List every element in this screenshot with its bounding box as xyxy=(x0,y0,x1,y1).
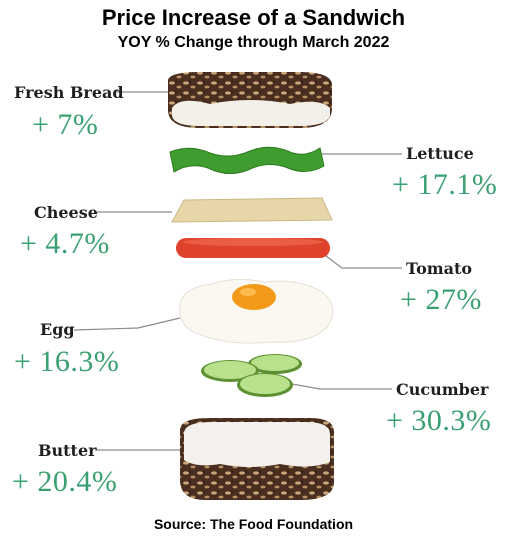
change-egg: + 16.3% xyxy=(14,345,120,378)
change-butter: + 20.4% xyxy=(12,465,118,498)
source-note: Source: The Food Foundation xyxy=(153,516,354,532)
lettuce-leaf xyxy=(169,146,325,174)
change-cucumber: + 30.3% xyxy=(386,404,492,437)
tomato-slice xyxy=(176,238,330,258)
label-butter: Butter xyxy=(38,441,97,460)
change-lettuce: + 17.1% xyxy=(392,168,498,201)
chart-title: Price Increase of a Sandwich xyxy=(101,5,406,30)
label-lettuce: Lettuce xyxy=(406,144,474,163)
buttered-bread-slice xyxy=(180,418,334,500)
cheese-slice xyxy=(171,197,333,223)
leader-egg xyxy=(73,317,181,331)
leader-tomato xyxy=(321,252,402,269)
change-tomato: + 27% xyxy=(400,283,482,316)
label-tomato: Tomato xyxy=(406,259,473,278)
label-cucumber: Cucumber xyxy=(396,380,489,399)
cucumber-slices xyxy=(201,354,302,397)
leader-cucumber xyxy=(291,383,392,390)
label-egg: Egg xyxy=(40,320,75,339)
fried-egg xyxy=(179,278,334,344)
change-cheese: + 4.7% xyxy=(20,227,110,260)
chart-subtitle: YOY % Change through March 2022 xyxy=(117,34,390,51)
leader-lines xyxy=(73,91,402,451)
label-cheese: Cheese xyxy=(34,203,98,222)
fresh-bread-slice xyxy=(168,72,332,128)
change-fresh-bread: + 7% xyxy=(32,108,99,141)
label-fresh-bread: Fresh Bread xyxy=(14,83,124,102)
